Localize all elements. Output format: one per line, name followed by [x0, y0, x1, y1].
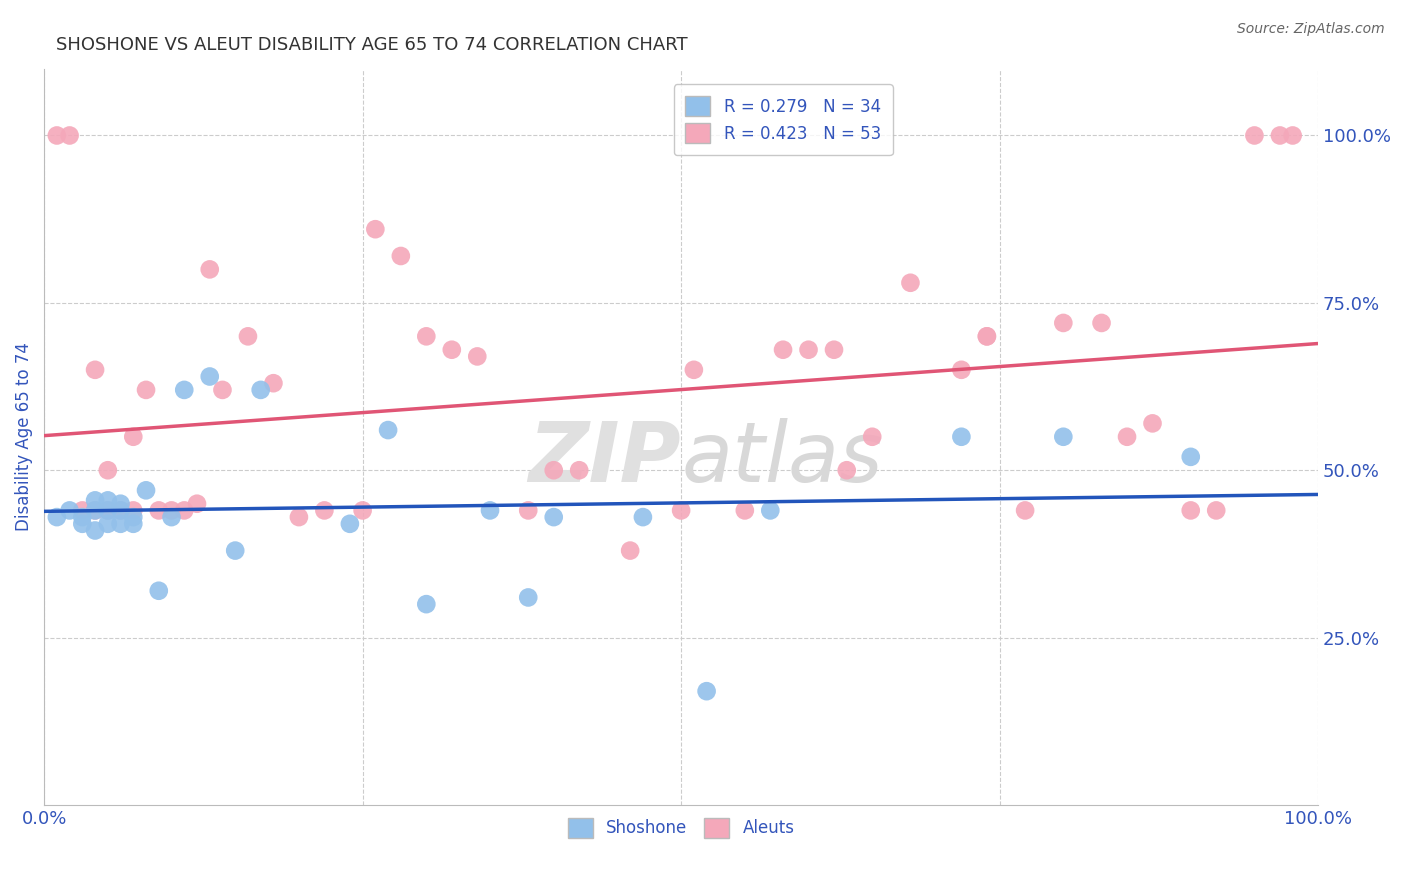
Point — [517, 591, 540, 605]
Point — [389, 249, 412, 263]
Point — [543, 510, 565, 524]
Point — [97, 503, 120, 517]
Point — [900, 276, 922, 290]
Point — [45, 128, 67, 143]
Point — [772, 343, 794, 357]
Point — [110, 503, 132, 517]
Point — [110, 497, 132, 511]
Text: SHOSHONE VS ALEUT DISABILITY AGE 65 TO 74 CORRELATION CHART: SHOSHONE VS ALEUT DISABILITY AGE 65 TO 7… — [56, 36, 688, 54]
Text: Source: ZipAtlas.com: Source: ZipAtlas.com — [1237, 22, 1385, 37]
Point — [352, 503, 374, 517]
Point — [950, 363, 973, 377]
Point — [198, 369, 221, 384]
Point — [797, 343, 820, 357]
Point — [479, 503, 502, 517]
Point — [1090, 316, 1112, 330]
Point — [1014, 503, 1036, 517]
Point — [160, 510, 183, 524]
Point — [1142, 417, 1164, 431]
Point — [1281, 128, 1303, 143]
Point — [45, 510, 67, 524]
Point — [148, 503, 170, 517]
Point — [734, 503, 756, 517]
Point — [97, 516, 120, 531]
Point — [683, 363, 706, 377]
Point — [1205, 503, 1227, 517]
Point — [465, 350, 488, 364]
Point — [339, 516, 361, 531]
Point — [97, 463, 120, 477]
Point — [249, 383, 271, 397]
Point — [110, 503, 132, 517]
Point — [97, 493, 120, 508]
Point — [224, 543, 246, 558]
Point — [415, 329, 437, 343]
Point — [517, 503, 540, 517]
Point — [72, 510, 94, 524]
Point — [122, 430, 145, 444]
Point — [84, 503, 107, 517]
Text: ZIP: ZIP — [529, 418, 681, 500]
Point — [173, 383, 195, 397]
Point — [84, 493, 107, 508]
Point — [696, 684, 718, 698]
Point — [314, 503, 336, 517]
Point — [173, 503, 195, 517]
Point — [1180, 450, 1202, 464]
Point — [122, 510, 145, 524]
Point — [97, 503, 120, 517]
Point — [72, 516, 94, 531]
Point — [1052, 316, 1074, 330]
Point — [835, 463, 858, 477]
Text: atlas: atlas — [681, 418, 883, 500]
Point — [211, 383, 233, 397]
Point — [619, 543, 641, 558]
Point — [160, 503, 183, 517]
Point — [1243, 128, 1265, 143]
Point — [631, 510, 654, 524]
Point — [135, 383, 157, 397]
Point — [135, 483, 157, 498]
Y-axis label: Disability Age 65 to 74: Disability Age 65 to 74 — [15, 343, 32, 532]
Point — [186, 497, 208, 511]
Point — [58, 128, 80, 143]
Point — [72, 503, 94, 517]
Point — [1052, 430, 1074, 444]
Point — [122, 516, 145, 531]
Point — [110, 516, 132, 531]
Point — [543, 463, 565, 477]
Point — [236, 329, 259, 343]
Point — [84, 503, 107, 517]
Point — [58, 503, 80, 517]
Point — [122, 503, 145, 517]
Point — [860, 430, 883, 444]
Legend: Shoshone, Aleuts: Shoshone, Aleuts — [561, 811, 801, 845]
Point — [568, 463, 591, 477]
Point — [84, 524, 107, 538]
Point — [364, 222, 387, 236]
Point — [1116, 430, 1139, 444]
Point — [976, 329, 998, 343]
Point — [148, 583, 170, 598]
Point — [440, 343, 463, 357]
Point — [1268, 128, 1291, 143]
Point — [823, 343, 845, 357]
Point — [198, 262, 221, 277]
Point — [950, 430, 973, 444]
Point — [759, 503, 782, 517]
Point — [288, 510, 311, 524]
Point — [377, 423, 399, 437]
Point — [669, 503, 692, 517]
Point — [976, 329, 998, 343]
Point — [415, 597, 437, 611]
Point — [84, 363, 107, 377]
Point — [262, 376, 284, 391]
Point — [1180, 503, 1202, 517]
